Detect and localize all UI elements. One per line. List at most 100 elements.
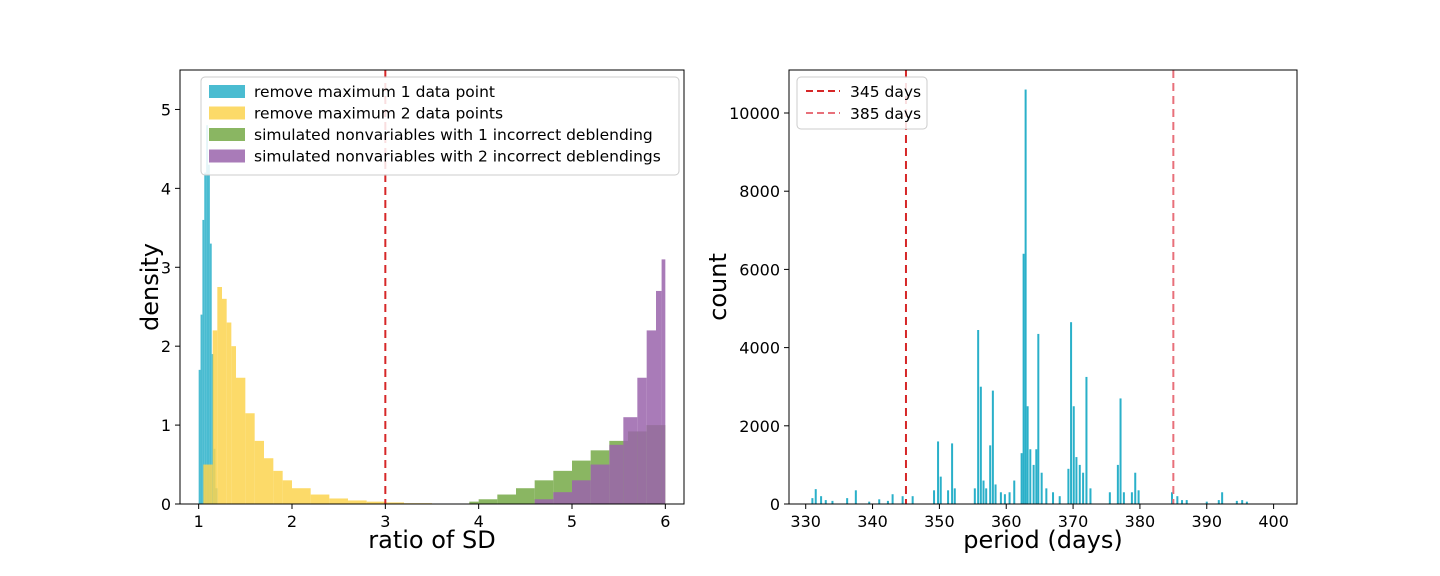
count-bar (1078, 464, 1081, 504)
histogram-bar (534, 499, 554, 504)
count-bar (1235, 500, 1238, 504)
count-bar (1029, 449, 1032, 504)
right-x-tick-label: 350 (924, 512, 955, 531)
count-bar (985, 488, 988, 504)
histogram-bar (212, 330, 218, 504)
left-x-tick-label: 1 (194, 512, 204, 531)
count-bar (1067, 468, 1070, 504)
legend-swatch (209, 128, 245, 141)
count-bar (1108, 492, 1111, 504)
count-bar (1022, 253, 1025, 504)
histogram-bar (553, 492, 572, 504)
histogram-bar (198, 369, 201, 504)
count-bar (1119, 398, 1122, 504)
left-legend: remove maximum 1 data point remove maximu… (200, 76, 680, 176)
histogram-bar (226, 322, 232, 504)
legend-entry: simulated nonvariables with 2 incorrect … (254, 148, 661, 166)
left-x-tick-label: 4 (474, 512, 484, 531)
right-y-tick-label: 10000 (729, 104, 780, 123)
legend-entry: 385 days (850, 105, 921, 123)
histogram-bar (469, 501, 479, 504)
series-2-bars (203, 287, 432, 504)
histogram-bar (245, 413, 255, 504)
histogram-bar (385, 502, 404, 504)
count-bar (1241, 500, 1244, 504)
count-bar (937, 441, 940, 504)
legend-swatch (209, 85, 245, 98)
histogram-bar (264, 458, 274, 504)
histogram-bar (572, 480, 591, 504)
histogram-bar (202, 219, 205, 504)
right-axis-ticks: 330 340 350 360 370 380 390 4000200040006000800… (729, 104, 1289, 531)
count-bar (1116, 464, 1119, 504)
count-bar (1032, 464, 1035, 504)
right-bar-series (811, 89, 1248, 504)
count-bar (1035, 449, 1038, 504)
left-panel: 1 2 3 4 5 6 0 1 2 3 4 5 ratio of SD density remove … (136, 69, 685, 554)
histogram-bar (292, 488, 311, 504)
histogram-bar (661, 259, 666, 504)
histogram-bar (609, 444, 624, 504)
count-bar (891, 494, 894, 504)
right-y-tick-label: 2000 (739, 417, 780, 436)
count-bar (1058, 496, 1061, 504)
right-x-tick-label: 340 (857, 512, 888, 531)
count-bar (1072, 406, 1075, 504)
right-y-tick-label: 4000 (739, 339, 780, 358)
right-legend: 345 days 385 days (796, 76, 928, 130)
histogram-bar (656, 290, 662, 504)
count-bar (1137, 490, 1140, 504)
count-bar (824, 500, 827, 504)
right-x-tick-label: 370 (1058, 512, 1089, 531)
left-x-tick-label: 2 (287, 512, 297, 531)
left-histogram-bars (198, 125, 666, 505)
histogram-bar (231, 346, 236, 504)
legend-box (200, 76, 680, 176)
count-bar (811, 498, 814, 504)
right-x-tick-label: 380 (1125, 512, 1156, 531)
legend-entry: simulated nonvariables with 1 incorrect … (254, 126, 653, 144)
count-bar (973, 488, 976, 504)
histogram-bar (310, 494, 330, 504)
histogram-bar (273, 470, 283, 504)
count-bar (1176, 496, 1179, 504)
left-y-tick-label: 1 (161, 416, 171, 435)
left-y-tick-label: 4 (161, 179, 171, 198)
count-bar (947, 490, 950, 504)
count-bar (1085, 376, 1088, 504)
count-bar (1075, 457, 1078, 504)
count-bar (1221, 492, 1224, 504)
left-y-tick-label: 2 (161, 337, 171, 356)
histogram-bar (217, 287, 222, 504)
right-x-tick-label: 400 (1258, 512, 1289, 531)
count-bar (854, 490, 857, 504)
legend-entry: 345 days (850, 83, 921, 101)
count-bar (1037, 333, 1040, 504)
count-bar (1013, 480, 1016, 504)
histogram-bar (516, 488, 535, 504)
right-x-tick-label: 390 (1191, 512, 1222, 531)
count-bar (1245, 501, 1248, 504)
count-bar (933, 490, 936, 504)
count-bar (911, 496, 914, 504)
count-bar (1070, 322, 1073, 504)
left-axis-ticks: 1 2 3 4 5 6 0 1 2 3 4 5 (161, 100, 671, 531)
count-bar (814, 489, 817, 504)
histogram-bar (637, 377, 647, 504)
count-bar (1026, 406, 1029, 504)
count-bar (868, 501, 871, 504)
count-bar (901, 496, 904, 504)
histogram-bar (254, 440, 264, 504)
histogram-bar (478, 499, 498, 504)
histogram-bar (366, 501, 386, 504)
count-bar (1217, 500, 1220, 504)
count-bar (1171, 492, 1174, 504)
count-bar (820, 496, 823, 504)
histogram-bar (590, 464, 610, 504)
count-bar (1024, 89, 1027, 504)
count-bar (1082, 472, 1085, 504)
count-bar (989, 445, 992, 504)
count-bar (994, 484, 997, 504)
series-4-bars (534, 259, 666, 504)
